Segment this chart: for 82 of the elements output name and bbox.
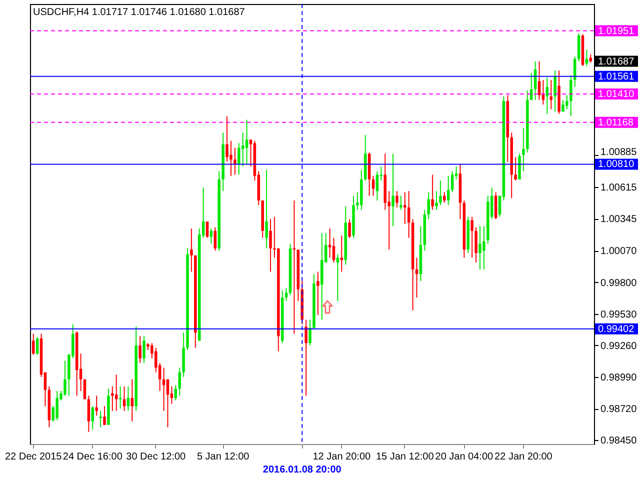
candlestick [446,175,450,206]
candlestick [400,195,402,210]
candlestick [269,218,272,272]
candlestick [348,218,351,238]
candlestick [214,226,217,252]
candlestick [550,80,552,110]
y-tick-label: 0.99800 [600,278,638,289]
candlestick [336,254,340,302]
candlestick [518,153,521,180]
candlestick [577,32,580,62]
ref-line-label: 0.99402 [598,324,635,335]
x-tick-label: 5 Jan 12:00 [196,452,250,462]
candlestick [340,235,344,272]
candlestick [226,116,228,162]
y-tick-label: 1.00070 [600,246,638,258]
candlestick [241,132,244,168]
candlestick [431,174,434,210]
y-tick-label: 1.00885 [600,146,638,158]
candlestick [396,190,398,208]
candlestick [554,70,556,112]
candlestick [538,60,541,100]
candlestick [427,192,430,220]
candlestick [103,406,106,426]
candlestick [142,336,146,364]
ref-line-label: 1.01951 [598,26,635,37]
candlestick [304,319,308,396]
candlestick [64,360,66,396]
candlestick [91,406,94,430]
y-tick-label: 1.00615 [600,182,638,194]
x-tick-label: 2016.01.08 20:00 [262,464,342,476]
candlestick [392,153,394,227]
y-tick-label: 0.98720 [600,404,638,416]
text: 1.01687 [598,56,635,68]
candlestick [138,336,142,364]
candlestick [316,271,320,316]
candlestick [265,170,268,249]
candlestick [245,119,248,165]
ref-line-label: 1.01561 [598,71,635,82]
candlestick [482,226,486,270]
candlestick [308,319,312,346]
candlestick [111,386,114,412]
candlestick [566,94,568,110]
x-tick-label: 24 Dec 16:00 [62,452,123,462]
candlestick [234,147,236,176]
candlestick [190,228,193,272]
x-tick-label: 30 Dec 12:00 [126,452,186,462]
y-tick-label: 0.98450 [600,436,638,447]
candlestick [403,192,406,224]
candlestick [95,395,98,416]
y-tick-label: 0.99260 [600,340,638,352]
candlestick [435,190,438,210]
candlestick [332,237,336,263]
candlestick [514,156,517,182]
x-tick-label: 22 Jan 20:00 [494,452,553,462]
candlestick [87,395,90,432]
candlestick [478,226,482,270]
y-tick-label: 1.00345 [600,214,638,226]
candlestick [470,216,474,258]
ref-line-label: 1.00810 [598,159,635,170]
candlestick [439,180,442,206]
candlestick [443,192,446,204]
candlestick [99,410,102,428]
candlestick [376,170,379,201]
candlestick [450,170,454,193]
x-tick-label: 20 Jan 04:00 [435,452,494,462]
chart-title: USDCHF,H4 1.01717 1.01746 1.01680 1.01687 [33,7,246,18]
candlestick [122,386,126,412]
candlestick [174,384,178,401]
candlestick [569,74,572,117]
candlestick [238,142,240,176]
y-tick-label: 0.98990 [600,372,638,384]
candlestick [474,226,478,263]
y-tick-label: 0.99530 [600,309,638,320]
candlestick [522,127,525,172]
x-tick-label: 15 Jan 12:00 [376,452,434,462]
candlestick [56,390,58,421]
x-tick-label: 22 Dec 2015 [5,452,62,462]
x-tick-label: 12 Jan 20:00 [312,452,371,462]
candlestick [178,367,181,396]
ref-line-label: 1.01168 [598,117,634,128]
candlestick [230,140,232,176]
ref-line-label: 1.01410 [598,89,635,100]
